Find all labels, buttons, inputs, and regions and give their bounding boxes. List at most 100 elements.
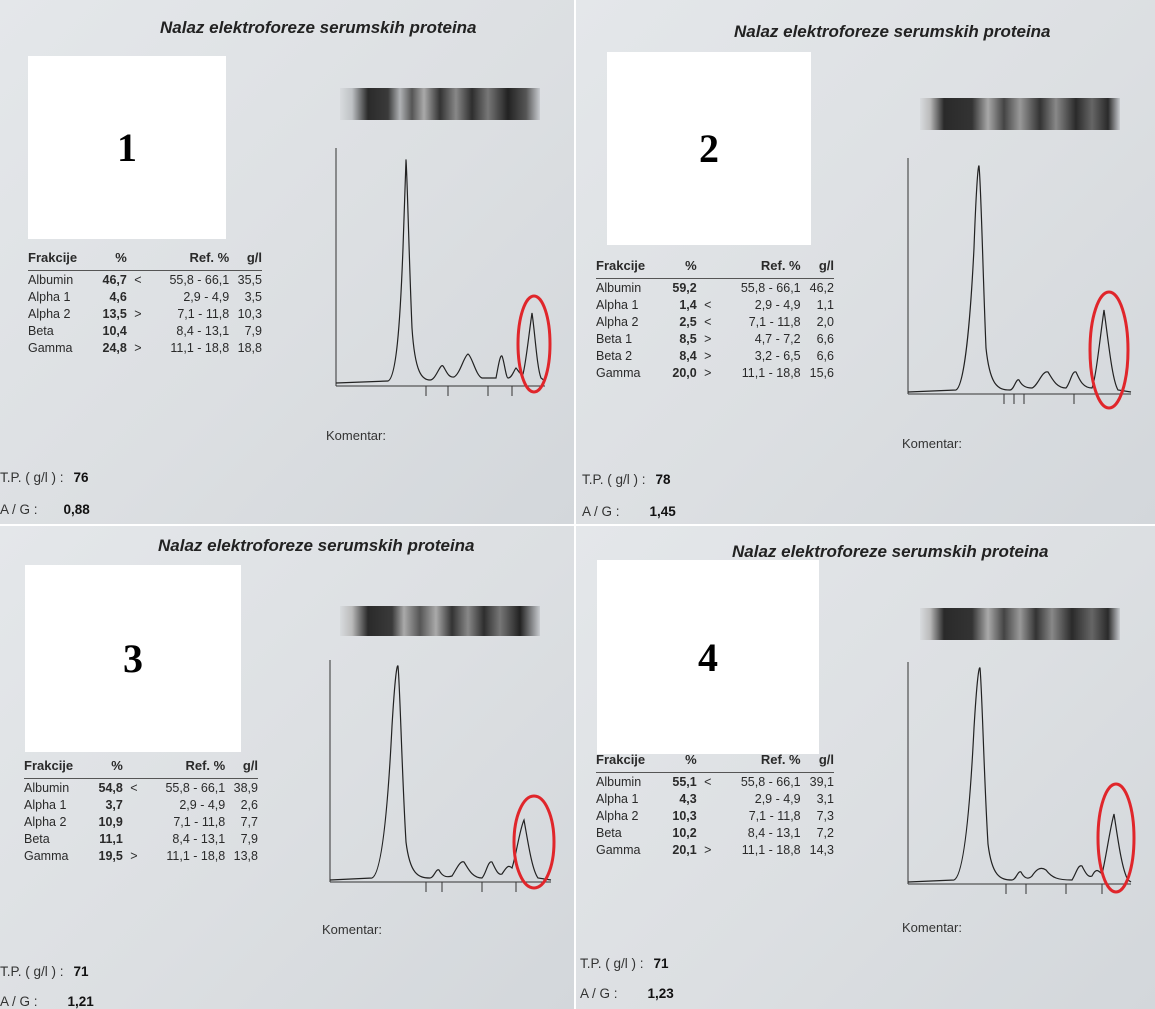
- fraction-gl: 7,3: [816, 809, 834, 823]
- fraction-percent: 10,9: [98, 815, 123, 829]
- table-row: Beta 10,4 8,4 - 13,1 7,9: [28, 322, 262, 339]
- fraction-flag: <: [704, 775, 712, 789]
- table-row: Beta 1 8,5 >4,7 - 7,2 6,6: [596, 330, 834, 347]
- col-header-ref: Ref. %: [144, 758, 226, 779]
- fraction-ref: 3,2 - 6,5: [754, 349, 801, 363]
- fraction-percent: 4,6: [109, 290, 127, 304]
- fraction-percent: 20,0: [672, 366, 697, 380]
- fraction-ref: 8,4 - 13,1: [747, 826, 801, 840]
- fraction-flag: [127, 322, 149, 339]
- report-panel-3: Nalaz elektroforeze serumskih proteina 3…: [0, 526, 574, 1009]
- table-row: Albumin 55,1 <55,8 - 66,1 39,1: [596, 773, 834, 791]
- ag-label: A / G :: [0, 994, 38, 1009]
- report-panel-2: Nalaz elektroforeze serumskih proteina 2…: [576, 0, 1155, 524]
- col-header-ref: Ref. %: [718, 752, 801, 773]
- highlight-circle: [1088, 290, 1130, 410]
- fraction-flag: <: [134, 273, 142, 287]
- fraction-gl: 15,6: [809, 366, 834, 380]
- komentar-label: Komentar:: [326, 428, 386, 443]
- table-header-row: Frakcije % Ref. % g/l: [28, 250, 262, 271]
- highlight-circle: [1096, 782, 1136, 894]
- fraction-ref: 2,9 - 4,9: [183, 290, 230, 304]
- fraction-gl: 2,0: [816, 315, 834, 329]
- fraction-name: Beta 1: [596, 332, 633, 346]
- electrophoresis-chart: [329, 606, 556, 892]
- table-row: Beta 10,2 8,4 - 13,1 7,2: [596, 824, 834, 841]
- table-row: Alpha 1 1,4 <2,9 - 4,9 1,1: [596, 296, 834, 313]
- col-header-fraction: Frakcije: [596, 258, 664, 279]
- fraction-name: Alpha 1: [596, 298, 639, 312]
- fraction-percent: 54,8: [98, 781, 123, 795]
- fraction-name: Alpha 2: [28, 307, 71, 321]
- gel-band: [920, 98, 1120, 130]
- tp-label: T.P. ( g/l ) :: [582, 472, 646, 487]
- komentar-label: Komentar:: [902, 436, 962, 451]
- report-title: Nalaz elektroforeze serumskih proteina: [158, 536, 475, 555]
- table-row: Alpha 2 10,3 7,1 - 11,8 7,3: [596, 807, 834, 824]
- tp-value: 78: [655, 472, 671, 487]
- table-row: Albumin 59,2 55,8 - 66,1 46,2: [596, 279, 834, 297]
- fraction-percent: 8,4: [679, 349, 697, 363]
- ag-label: A / G :: [582, 504, 620, 519]
- fraction-name: Alpha 1: [24, 798, 67, 812]
- fraction-percent: 3,7: [105, 798, 123, 812]
- fraction-gl: 7,9: [244, 324, 262, 338]
- fraction-flag: >: [130, 849, 138, 863]
- fraction-name: Beta: [596, 826, 622, 840]
- fraction-percent: 55,1: [672, 775, 697, 789]
- col-header-fraction: Frakcije: [28, 250, 95, 271]
- gel-band: [340, 88, 540, 120]
- fraction-name: Alpha 2: [596, 315, 639, 329]
- fraction-ref: 2,9 - 4,9: [754, 792, 801, 806]
- table-row: Alpha 1 4,3 2,9 - 4,9 3,1: [596, 790, 834, 807]
- fraction-ref: 7,1 - 11,8: [748, 809, 801, 823]
- fraction-name: Gamma: [24, 849, 69, 863]
- fraction-percent: 2,5: [679, 315, 697, 329]
- panel-number-box: 2: [607, 52, 811, 245]
- fraction-ref: 4,7 - 7,2: [754, 332, 801, 346]
- table-header-row: Frakcije % Ref. % g/l: [24, 758, 258, 779]
- ag-ratio: A / G : 0,88: [0, 502, 90, 517]
- fraction-percent: 4,3: [679, 792, 697, 806]
- fraction-name: Alpha 1: [596, 792, 639, 806]
- report-title: Nalaz elektroforeze serumskih proteina: [732, 542, 1049, 561]
- electrophoresis-chart: [335, 88, 552, 396]
- gel-band: [920, 608, 1120, 640]
- ag-ratio: A / G : 1,23: [580, 986, 674, 1001]
- fraction-ticks: [1003, 394, 1075, 404]
- komentar-label: Komentar:: [902, 920, 962, 935]
- col-header-percent: %: [663, 752, 697, 773]
- fraction-gl: 6,6: [816, 349, 834, 363]
- fraction-name: Beta 2: [596, 349, 633, 363]
- fraction-gl: 38,9: [233, 781, 258, 795]
- fraction-flag: >: [704, 332, 712, 346]
- fraction-flag: >: [704, 843, 712, 857]
- fraction-flag: [127, 288, 149, 305]
- fraction-flag: [697, 790, 719, 807]
- tp-value: 71: [653, 956, 669, 971]
- table-row: Beta 11,1 8,4 - 13,1 7,9: [24, 830, 258, 847]
- total-protein: T.P. ( g/l ) : 76: [0, 470, 89, 485]
- col-header-ref: Ref. %: [718, 258, 801, 279]
- fraction-percent: 10,3: [672, 809, 697, 823]
- fraction-gl: 35,5: [237, 273, 262, 287]
- fraction-percent: 24,8: [102, 341, 127, 355]
- total-protein: T.P. ( g/l ) : 78: [582, 472, 671, 487]
- ag-value: 0,88: [63, 502, 90, 517]
- panel-number: 3: [123, 636, 143, 681]
- table-row: Beta 2 8,4 >3,2 - 6,5 6,6: [596, 347, 834, 364]
- report-panel-4: Nalaz elektroforeze serumskih proteina 4…: [576, 526, 1155, 1009]
- fraction-ref: 2,9 - 4,9: [754, 298, 801, 312]
- tp-label: T.P. ( g/l ) :: [0, 964, 64, 979]
- fraction-name: Albumin: [596, 281, 642, 295]
- col-header-gl: g/l: [800, 752, 834, 773]
- tp-label: T.P. ( g/l ) :: [0, 470, 64, 485]
- col-header-ref: Ref. %: [148, 250, 230, 271]
- fraction-flag: [697, 279, 719, 297]
- fraction-flag: >: [134, 341, 142, 355]
- col-header-gl: g/l: [800, 258, 834, 279]
- report-panel-1: Nalaz elektroforeze serumskih proteina 1…: [0, 0, 574, 524]
- fractions-table: Frakcije % Ref. % g/l Albumin 54,8 <55,8 -…: [24, 758, 258, 864]
- fraction-flag: <: [704, 315, 712, 329]
- fraction-ref: 8,4 - 13,1: [172, 832, 226, 846]
